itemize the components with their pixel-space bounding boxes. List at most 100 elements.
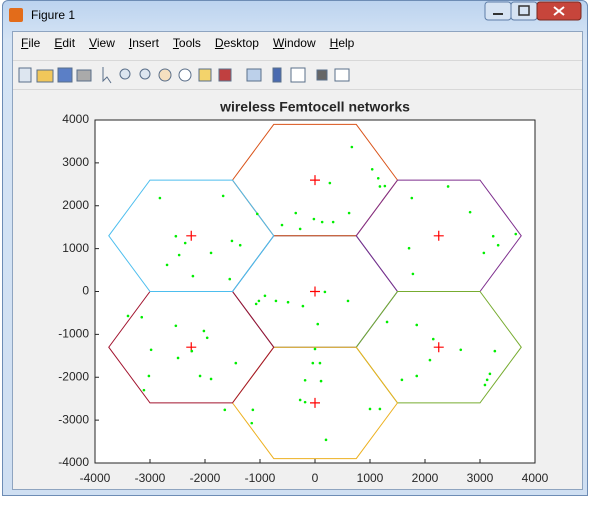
x-tick-label: -1000: [245, 471, 276, 485]
y-tick-label: -4000: [58, 455, 89, 469]
x-tick-label: -2000: [190, 471, 221, 485]
user-point: [313, 218, 316, 221]
user-point: [514, 233, 517, 236]
chart: wireless Femtocell networks -4000 -3000 -2…: [0, 0, 590, 513]
user-point: [275, 300, 278, 303]
user-point: [384, 185, 387, 188]
x-tick-label: 4000: [522, 471, 549, 485]
user-point: [320, 380, 323, 383]
user-point: [287, 301, 290, 304]
x-tick-label: 1000: [357, 471, 384, 485]
user-point: [411, 197, 414, 200]
y-tick-label: -3000: [58, 412, 89, 426]
user-point: [351, 146, 354, 149]
user-point: [127, 315, 130, 318]
user-point: [408, 247, 411, 250]
user-point: [184, 242, 187, 245]
user-point: [321, 221, 324, 224]
user-point: [264, 294, 267, 297]
user-point: [299, 228, 302, 231]
user-point: [432, 338, 435, 341]
chart-title: wireless Femtocell networks: [219, 99, 410, 115]
user-point: [459, 349, 462, 352]
user-point: [166, 264, 169, 267]
user-point: [415, 324, 418, 327]
user-point: [379, 408, 382, 411]
y-tick-label: -1000: [58, 327, 89, 341]
user-point: [177, 357, 180, 360]
user-point: [324, 291, 327, 294]
user-point: [224, 409, 227, 412]
user-point: [302, 305, 305, 308]
y-tick-label: -2000: [58, 369, 89, 383]
y-tick-label: 3000: [62, 155, 89, 169]
user-point: [312, 362, 315, 365]
user-point: [210, 378, 213, 381]
user-point: [304, 379, 307, 382]
user-point: [469, 211, 472, 214]
user-point: [304, 401, 307, 404]
y-tick-label: 2000: [62, 198, 89, 212]
x-tick-label: 3000: [467, 471, 494, 485]
x-tick-label: -3000: [135, 471, 166, 485]
user-point: [325, 439, 328, 442]
user-point: [175, 325, 178, 328]
user-point: [250, 422, 253, 425]
y-tick-label: 0: [82, 284, 89, 298]
user-point: [203, 330, 206, 333]
user-point: [235, 362, 238, 365]
user-point: [489, 373, 492, 376]
user-point: [329, 182, 332, 185]
user-point: [178, 254, 181, 257]
user-point: [484, 384, 487, 387]
user-point: [386, 321, 389, 324]
user-point: [159, 197, 162, 200]
user-point: [347, 300, 350, 303]
user-point: [494, 350, 497, 353]
user-point: [231, 240, 234, 243]
user-point: [492, 235, 495, 238]
user-point: [191, 350, 194, 353]
user-point: [401, 379, 404, 382]
user-point: [332, 221, 335, 224]
user-point: [281, 224, 284, 227]
page: Figure 1 FileEditViewInsertToolsDesktopW…: [0, 0, 590, 513]
y-tick-label: 4000: [62, 112, 89, 126]
user-point: [256, 213, 259, 216]
user-point: [258, 300, 261, 303]
user-point: [140, 316, 143, 319]
user-point: [316, 323, 319, 326]
user-point: [429, 359, 432, 362]
x-tick-label: 2000: [412, 471, 439, 485]
user-point: [486, 379, 489, 382]
user-point: [255, 303, 258, 306]
user-point: [314, 348, 317, 351]
user-point: [175, 235, 178, 238]
user-point: [252, 409, 255, 412]
user-point: [210, 252, 213, 255]
user-point: [206, 337, 209, 340]
user-point: [377, 177, 380, 180]
user-point: [447, 185, 450, 188]
user-point: [150, 349, 153, 352]
user-point: [319, 362, 322, 365]
user-point: [148, 375, 151, 378]
user-point: [192, 275, 195, 278]
x-tick-label: -4000: [80, 471, 111, 485]
x-tick-label: 0: [312, 471, 319, 485]
user-point: [483, 252, 486, 255]
user-point: [371, 168, 374, 171]
user-point: [348, 212, 351, 215]
user-point: [199, 375, 202, 378]
user-point: [222, 195, 225, 198]
user-point: [415, 375, 418, 378]
user-point: [369, 408, 372, 411]
user-point: [228, 278, 231, 281]
user-point: [497, 244, 500, 247]
y-tick-label: 1000: [62, 241, 89, 255]
user-point: [299, 399, 302, 402]
user-point: [412, 273, 415, 276]
user-point: [143, 389, 146, 392]
user-point: [379, 185, 382, 188]
user-point: [239, 244, 242, 247]
